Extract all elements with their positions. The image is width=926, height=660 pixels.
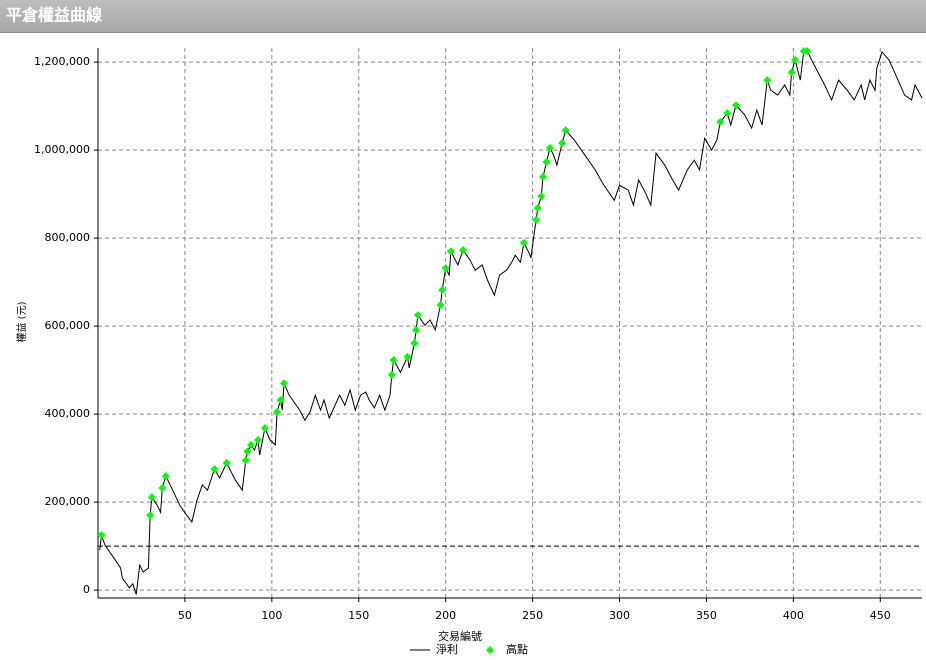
y-tick-label: 1,000,000 xyxy=(34,143,90,156)
high-point xyxy=(791,55,800,64)
high-point xyxy=(147,493,156,502)
high-point xyxy=(459,245,468,254)
high-point xyxy=(389,355,398,364)
high-point xyxy=(446,247,455,256)
high-point xyxy=(243,447,252,456)
high-point xyxy=(532,216,541,225)
y-tick-label: 1,200,000 xyxy=(34,55,90,68)
high-point xyxy=(280,379,289,388)
high-point xyxy=(539,172,548,181)
x-axis-label: 交易編號 xyxy=(438,629,482,643)
high-point xyxy=(436,300,445,309)
high-point xyxy=(276,396,285,404)
high-point xyxy=(246,440,255,449)
high-point xyxy=(161,472,170,481)
high-point xyxy=(561,126,570,135)
x-tick-label: 300 xyxy=(609,609,630,622)
high-point xyxy=(537,192,546,201)
high-point xyxy=(241,456,250,465)
legend-swatch xyxy=(486,646,494,654)
high-point xyxy=(210,465,219,474)
x-tick-label: 200 xyxy=(435,609,456,622)
high-point xyxy=(273,407,282,416)
high-point xyxy=(403,352,412,361)
high-point xyxy=(731,101,740,110)
high-point xyxy=(253,436,262,445)
high-point xyxy=(387,370,396,379)
high-point xyxy=(723,109,732,118)
equity-line xyxy=(99,50,923,595)
x-tick-label: 450 xyxy=(870,609,891,622)
y-axis-label: 權益 (元) xyxy=(15,301,28,342)
high-point xyxy=(519,238,528,247)
high-point xyxy=(558,139,567,148)
x-tick-label: 350 xyxy=(696,609,717,622)
high-point xyxy=(787,68,796,77)
high-point xyxy=(438,286,447,294)
high-point xyxy=(545,143,554,152)
high-point xyxy=(763,76,772,85)
high-point xyxy=(803,47,812,56)
title-bar xyxy=(0,0,926,32)
high-point xyxy=(158,484,167,492)
high-point xyxy=(410,339,419,348)
x-tick-label: 100 xyxy=(261,609,282,622)
high-point xyxy=(146,511,155,520)
y-tick-label: 0 xyxy=(83,583,90,596)
high-point xyxy=(260,424,269,433)
y-tick-label: 400,000 xyxy=(45,407,91,420)
high-point xyxy=(97,531,106,540)
x-tick-label: 50 xyxy=(178,609,192,622)
y-tick-label: 600,000 xyxy=(45,319,91,332)
x-tick-label: 150 xyxy=(348,609,369,622)
y-tick-label: 800,000 xyxy=(45,231,91,244)
high-point xyxy=(222,458,231,467)
high-point xyxy=(716,117,725,126)
high-point xyxy=(533,204,542,213)
high-point xyxy=(413,311,422,320)
high-point xyxy=(441,264,450,272)
x-tick-label: 250 xyxy=(522,609,543,622)
high-point xyxy=(542,157,551,166)
high-point xyxy=(412,326,421,335)
x-tick-label: 400 xyxy=(783,609,804,622)
page-title: 平倉權益曲線 xyxy=(6,6,102,25)
legend-label: 高點 xyxy=(506,642,528,656)
y-tick-label: 200,000 xyxy=(45,495,91,508)
legend-label: 淨利 xyxy=(436,643,458,656)
